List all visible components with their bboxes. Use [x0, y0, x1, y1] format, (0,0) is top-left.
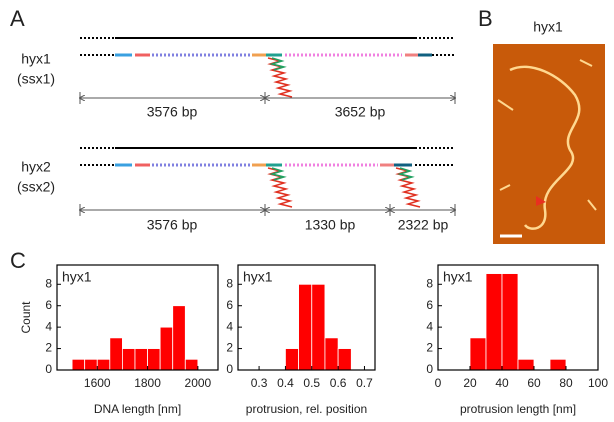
panel-label: B	[478, 6, 493, 31]
x-tick-label: 80	[559, 376, 573, 390]
bar	[96, 358, 111, 371]
panel-label: hyx1	[243, 269, 273, 285]
y-tick-label: 2	[226, 341, 233, 355]
bar	[485, 273, 503, 371]
bar	[184, 358, 199, 371]
bar	[337, 348, 352, 371]
y-tick-label: 4	[226, 319, 233, 333]
y-tick-label: 2	[45, 341, 52, 355]
x-axis-label: protrusion length [nm]	[460, 402, 576, 416]
panel-label: hyx1	[62, 269, 92, 285]
x-tick-label: 100	[588, 376, 608, 390]
bar	[84, 358, 98, 371]
y-tick-label: 0	[45, 362, 52, 376]
y-tick-label: 8	[426, 276, 433, 290]
y-tick-label: 8	[226, 276, 233, 290]
construct-alt: (ssx1)	[17, 71, 55, 87]
bar	[549, 358, 567, 371]
plot-frame	[56, 264, 219, 371]
x-tick-label: 0.7	[356, 376, 373, 390]
y-tick-label: 2	[426, 341, 433, 355]
bar	[298, 283, 313, 371]
bar	[122, 348, 136, 371]
construct-name: hyx2	[21, 159, 51, 175]
x-tick-label: 2000	[185, 376, 212, 390]
bar	[324, 337, 339, 371]
bar	[159, 326, 174, 371]
segment-length: 3576 bp	[147, 217, 198, 233]
bar	[109, 337, 123, 371]
y-tick-label: 0	[426, 362, 433, 376]
bar	[469, 337, 487, 371]
construct-2: hyx2 (ssx2) 3576 bp 1330 bp 2322 bp	[17, 147, 455, 233]
bar	[501, 273, 519, 371]
x-tick-label: 0.6	[330, 376, 347, 390]
bar	[285, 348, 299, 371]
plot-frame	[437, 264, 599, 371]
bar	[311, 283, 326, 371]
construct-name: hyx1	[21, 51, 51, 67]
x-tick-label: 20	[463, 376, 477, 390]
x-tick-label: 1800	[134, 376, 161, 390]
y-tick-label: 4	[426, 319, 433, 333]
x-tick-label: 0.3	[251, 376, 268, 390]
segment-length: 2322 bp	[398, 217, 449, 233]
panel-label: hyx1	[443, 269, 473, 285]
x-tick-label: 0	[435, 376, 442, 390]
bar	[517, 358, 535, 371]
construct-1: hyx1 (ssx1) 3576 bp 3652 bp	[17, 37, 455, 120]
y-tick-label: 8	[45, 276, 52, 290]
afm-image	[493, 44, 605, 244]
y-tick-label: 6	[45, 298, 52, 312]
plot-frame	[237, 264, 376, 371]
segment-length: 3576 bp	[147, 104, 198, 120]
y-tick-label: 0	[226, 362, 233, 376]
panel-label: C	[10, 248, 26, 273]
segment-length: 3652 bp	[335, 104, 386, 120]
y-axis-label: Count	[19, 301, 33, 334]
construct-alt: (ssx2)	[17, 179, 55, 195]
y-tick-label: 6	[426, 298, 433, 312]
x-tick-label: 0.4	[277, 376, 294, 390]
x-tick-label: 0.5	[303, 376, 320, 390]
bar	[172, 305, 186, 371]
x-tick-label: 1600	[84, 376, 111, 390]
segment-length: 1330 bp	[305, 217, 356, 233]
y-tick-label: 6	[226, 298, 233, 312]
x-tick-label: 60	[527, 376, 541, 390]
y-tick-label: 4	[45, 319, 52, 333]
x-tick-label: 40	[495, 376, 509, 390]
x-axis-label: protrusion, rel. position	[246, 402, 367, 416]
image-title: hyx1	[533, 19, 563, 35]
bar	[71, 358, 86, 371]
bar	[134, 348, 148, 371]
bar	[147, 348, 161, 371]
panel-label: A	[10, 6, 25, 31]
x-axis-label: DNA length [nm]	[94, 402, 181, 416]
